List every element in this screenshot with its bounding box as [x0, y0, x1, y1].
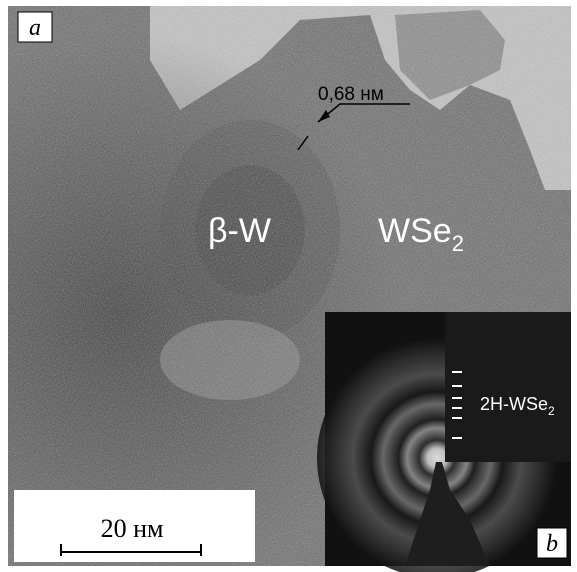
phase-label: WSe2 — [378, 212, 464, 256]
spacing-label: 0,68 нм — [318, 84, 384, 105]
pattern-text: 2H-WSe — [480, 394, 548, 414]
pattern-subscript: 2 — [548, 404, 555, 418]
phase-subscript: 2 — [452, 231, 464, 256]
panel-label: a — [29, 15, 41, 41]
phase-text: WSe — [378, 212, 452, 250]
phase-label: β-W — [208, 212, 271, 250]
scale-label: 20 нм — [101, 514, 164, 543]
micrograph-figure: a 0,68 нм β-W WSe2 2H-WSe2 b 20 нм — [0, 0, 577, 572]
diffraction-inset — [317, 312, 571, 572]
panel-label: b — [546, 531, 558, 557]
